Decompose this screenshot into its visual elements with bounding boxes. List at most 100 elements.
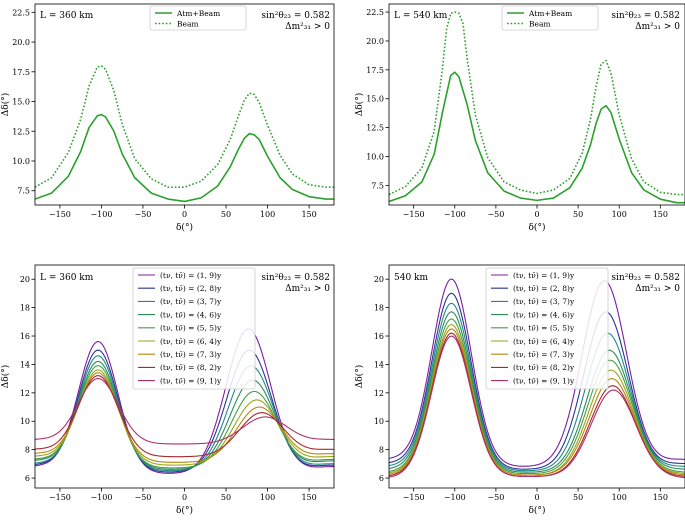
parameter-annotation: Δm²₃₁ > 0	[635, 22, 680, 32]
chart-panel-1: −150 −100 −50 0 50 100 150 7.5 10.0 12.5 15.0 17.5 2…	[0, 3, 335, 233]
parameter-annotation: Δm²₃₁ > 0	[635, 284, 680, 294]
x-tick-label: −100	[90, 210, 112, 219]
y-tick-label: 20	[20, 275, 30, 284]
chart-panel-2: −150 −100 −50 0 50 100 150 7.5 10.0 12.5 15.0 17.5 2…	[354, 3, 685, 233]
x-tick-label: 150	[653, 210, 668, 219]
x-tick-label: −100	[444, 493, 466, 502]
parameter-annotation: sin²θ₂₃ = 0.582	[261, 273, 330, 283]
baseline-annotation: 540 km	[394, 273, 428, 283]
legend-label: (tν, tν̄) = (4, 6)y	[160, 310, 222, 319]
y-tick-label: 6	[379, 474, 384, 483]
x-tick-label: −100	[444, 210, 466, 219]
parameter-annotation: sin²θ₂₃ = 0.582	[611, 11, 680, 21]
x-tick-label: −150	[403, 210, 425, 219]
legend-label: (tν, tν̄) = (9, 1)y	[160, 376, 222, 385]
series-line-1	[389, 71, 685, 204]
x-tick-label: −100	[90, 493, 112, 502]
x-tick-label: 0	[534, 210, 539, 219]
baseline-annotation: L = 540 km	[394, 11, 448, 21]
x-axis-label: δ(°)	[176, 222, 193, 233]
series-line-4	[389, 311, 685, 473]
y-axis-label: Δδ(°)	[354, 93, 365, 116]
legend-label: (tν, tν̄) = (5, 5)y	[513, 324, 575, 333]
y-axis-label: Δδ(°)	[0, 93, 11, 116]
plot-area	[35, 328, 334, 474]
series-line-2	[389, 11, 685, 196]
series-line-2	[389, 292, 685, 470]
plot-area	[389, 278, 685, 479]
x-tick-label: 150	[301, 210, 316, 219]
x-tick-label: 100	[260, 210, 275, 219]
x-tick-label: 100	[260, 493, 275, 502]
x-axis-label: δ(°)	[529, 222, 546, 233]
x-tick-label: −150	[49, 493, 71, 502]
y-tick-label: 20	[374, 275, 384, 284]
chart-panel-4: −150 −100 −50 0 50 100 150 6 8 10 12 14 16 18 20 δ(°) Δδ…	[354, 264, 685, 516]
x-tick-label: −50	[135, 210, 152, 219]
x-tick-label: 100	[612, 210, 627, 219]
legend-box	[132, 267, 256, 390]
x-tick-label: 50	[573, 493, 583, 502]
legend-label: (tν, tν̄) = (3, 7)y	[160, 297, 222, 306]
legend-label: Beam	[177, 19, 199, 28]
y-tick-label: 10	[20, 417, 30, 426]
legend-label: (tν, tν̄) = (8, 2)y	[513, 363, 575, 372]
x-tick-label: −50	[135, 493, 152, 502]
x-tick-label: 50	[573, 210, 583, 219]
legend-label: (tν, tν̄) = (4, 6)y	[513, 310, 575, 319]
legend-label: (tν, tν̄) = (5, 5)y	[160, 324, 222, 333]
series-line-3	[389, 302, 685, 472]
y-tick-label: 18	[20, 304, 30, 313]
y-tick-label: 14	[20, 360, 30, 369]
x-tick-label: 150	[653, 493, 668, 502]
y-tick-label: 10.0	[12, 157, 30, 166]
x-tick-label: −50	[487, 210, 504, 219]
axes-frame	[34, 3, 335, 206]
series-line-2	[35, 65, 334, 188]
legend-label: (tν, tν̄) = (2, 8)y	[513, 284, 575, 293]
series-line-5	[35, 365, 334, 469]
y-tick-label: 15.0	[366, 95, 384, 104]
y-tick-label: 6	[25, 474, 30, 483]
y-tick-label: 20.0	[12, 38, 30, 47]
legend-label: Beam	[529, 19, 551, 28]
parameter-annotation: Δm²₃₁ > 0	[285, 284, 330, 294]
legend-label: (tν, tν̄) = (9, 1)y	[513, 376, 575, 385]
x-axis-label: δ(°)	[176, 505, 193, 516]
legend: (tν, tν̄) = (1, 9)y (tν, tν̄) = (2, 8)y (t…	[132, 267, 256, 390]
legend-label: (tν, tν̄) = (8, 2)y	[160, 363, 222, 372]
legend-label: Atm+Beam	[176, 9, 220, 18]
y-tick-label: 8	[25, 446, 30, 455]
legend-box	[149, 5, 247, 31]
legend-label: (tν, tν̄) = (3, 7)y	[513, 297, 575, 306]
y-tick-label: 14	[374, 360, 384, 369]
series-line-7	[389, 328, 685, 476]
parameter-annotation: Δm²₃₁ > 0	[285, 22, 330, 32]
x-tick-label: −50	[487, 493, 504, 502]
x-tick-label: 0	[182, 210, 187, 219]
series-line-6	[35, 369, 334, 466]
legend-label: (tν, tν̄) = (6, 4)y	[513, 337, 575, 346]
y-tick-label: 17.5	[12, 68, 30, 77]
y-tick-label: 7.5	[17, 187, 30, 196]
legend-label: (tν, tν̄) = (7, 3)y	[513, 350, 575, 359]
x-tick-label: −150	[49, 210, 71, 219]
plot-area	[389, 11, 685, 204]
y-tick-label: 17.5	[366, 66, 384, 75]
y-tick-label: 12.5	[12, 127, 30, 136]
y-tick-label: 7.5	[371, 181, 384, 190]
y-tick-label: 22.5	[366, 8, 384, 17]
legend-label: (tν, tν̄) = (1, 9)y	[513, 271, 575, 280]
y-tick-label: 15.0	[12, 98, 30, 107]
axes-frame	[388, 3, 685, 206]
x-tick-label: 50	[221, 210, 231, 219]
chart-panel-3: −150 −100 −50 0 50 100 150 6 8 10 12 14 16 18 20 δ(°) Δδ…	[0, 264, 335, 516]
series-line-9	[35, 377, 334, 445]
baseline-annotation: L = 360 km	[40, 273, 94, 283]
legend-label: Atm+Beam	[528, 9, 572, 18]
x-tick-label: 0	[182, 493, 187, 502]
series-line-1	[389, 278, 685, 467]
baseline-annotation: L = 360 km	[40, 11, 94, 21]
